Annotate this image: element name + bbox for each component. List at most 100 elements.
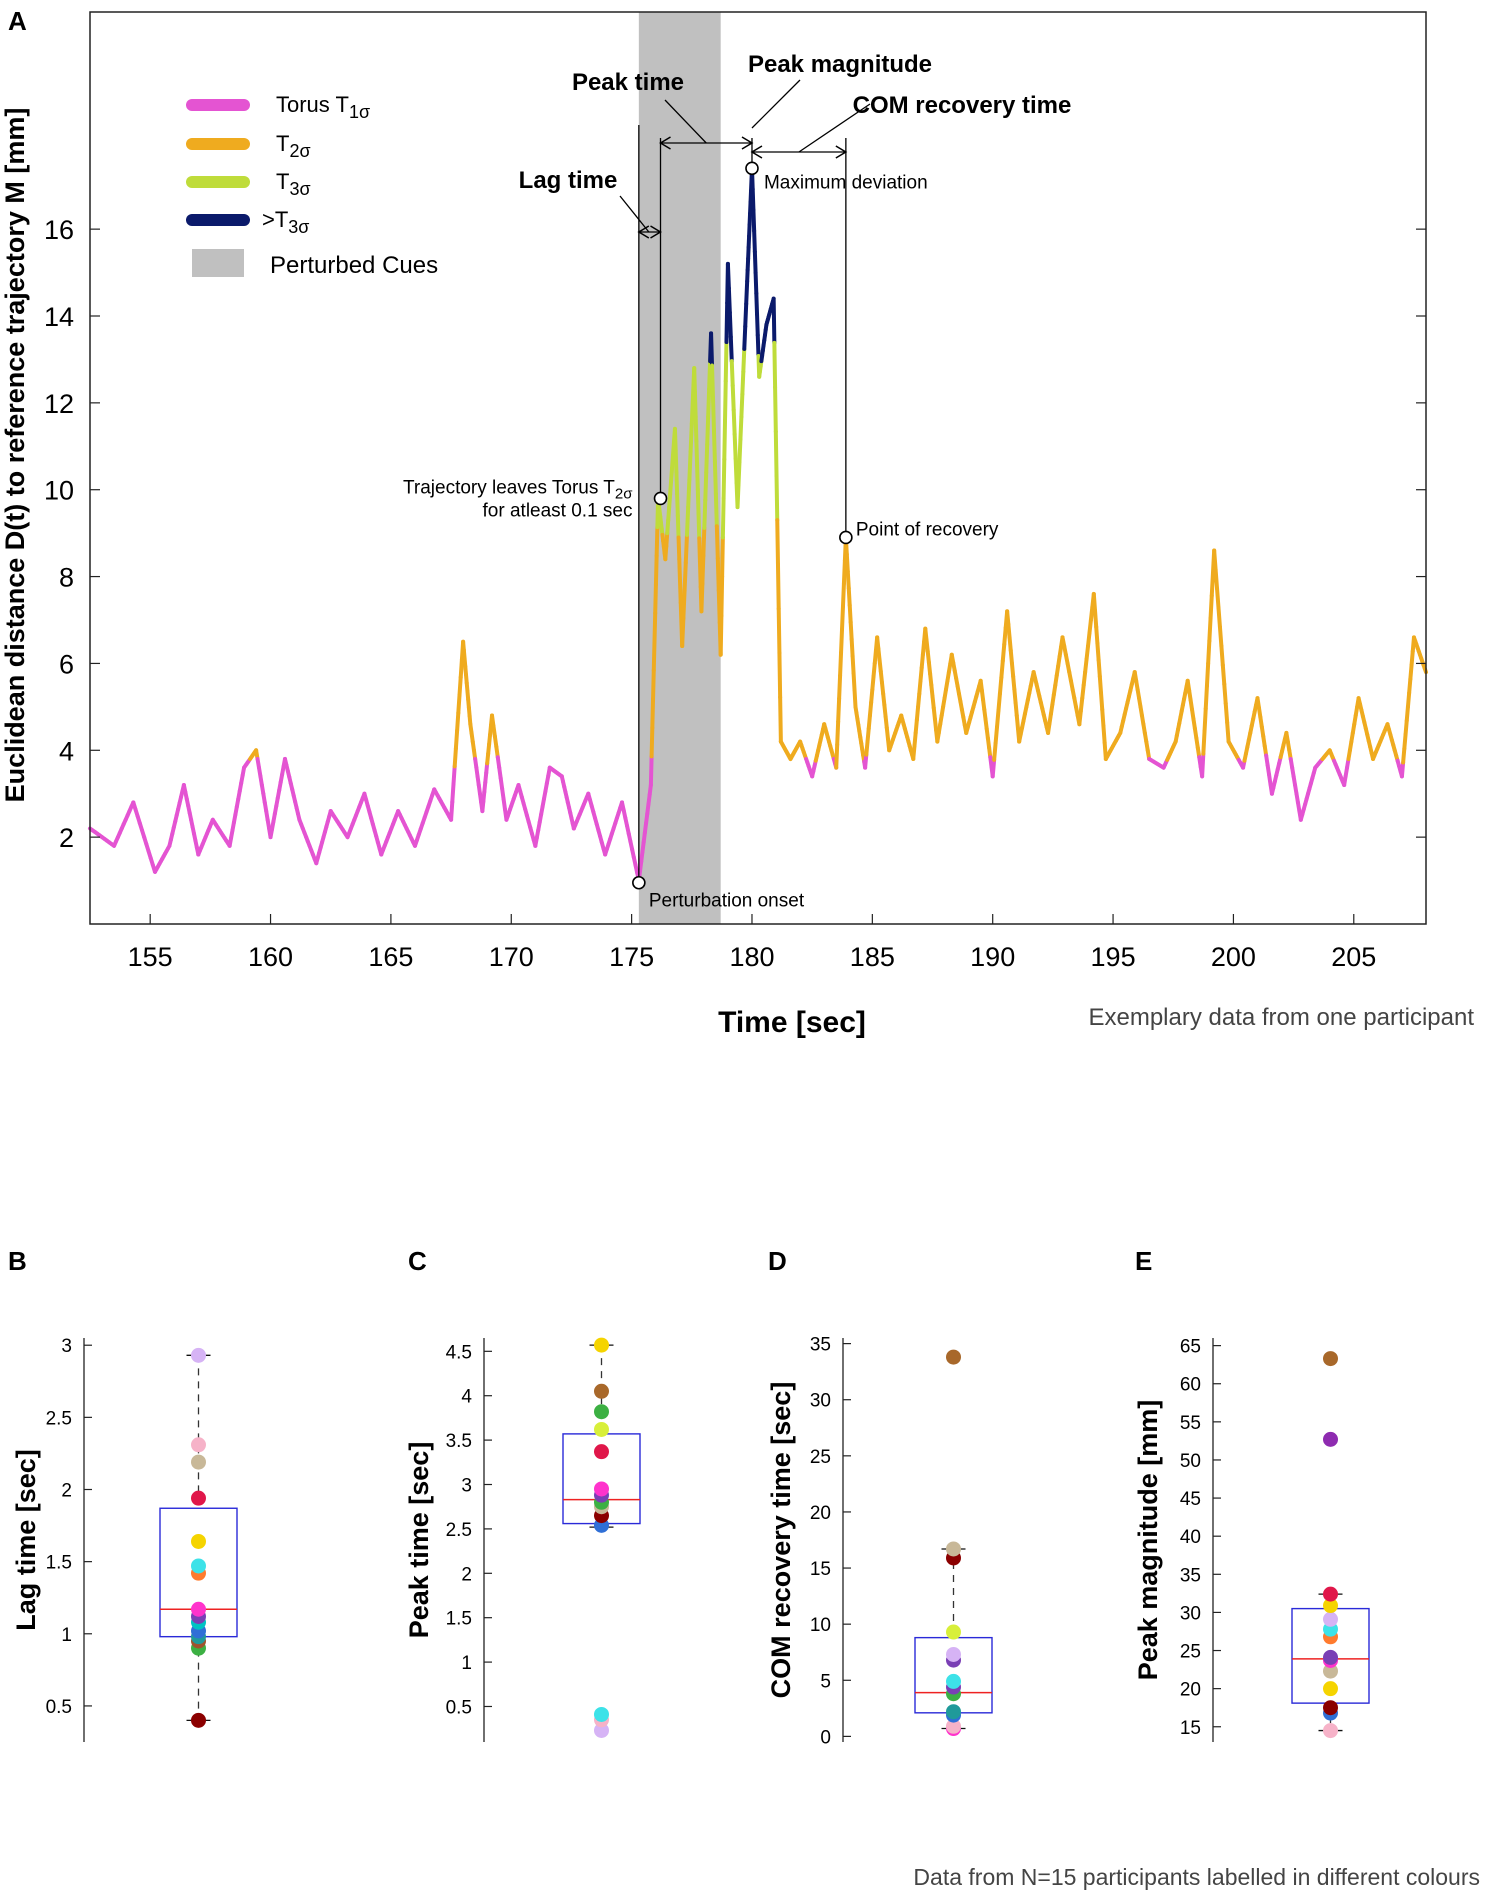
- data-point: [946, 1349, 961, 1365]
- series-segment-t2: [1206, 638, 1212, 666]
- data-point: [1323, 1649, 1338, 1665]
- series-segment-t2: [1009, 661, 1016, 679]
- a-ytick-label: 2: [59, 823, 74, 853]
- series-segment-t3: [774, 473, 780, 523]
- box-ytick-label: 1: [461, 1653, 472, 1674]
- series-segment-t4: [709, 331, 715, 368]
- series-segment-t3: [735, 482, 741, 510]
- a-xtick-label: 205: [1331, 942, 1376, 972]
- series-segment-t2: [1207, 616, 1213, 643]
- series-segment-t2: [847, 603, 853, 625]
- series-segment-t3: [711, 427, 717, 464]
- data-point: [594, 1421, 609, 1437]
- series-segment-t2: [1095, 641, 1101, 662]
- series-segment-t2: [1094, 624, 1100, 646]
- series-segment-t2: [872, 648, 878, 666]
- series-segment-t2: [1006, 622, 1012, 640]
- data-point: [946, 1704, 961, 1720]
- panel-letter-d: D: [768, 1246, 787, 1276]
- a-xtick-group: 155 160 165 170 175 180 185 190 195 200 205: [128, 914, 1376, 972]
- box-ytick-label: 40: [1180, 1527, 1201, 1548]
- marker-circle: [653, 491, 668, 506]
- box-ytick-label: 2.5: [46, 1408, 72, 1429]
- series-segment-t2: [993, 724, 1000, 746]
- series-segment-t2: [916, 691, 922, 709]
- series-segment-t4: [755, 333, 761, 358]
- arrowhead-left: [637, 225, 650, 239]
- leader-peak-mag: [751, 79, 801, 129]
- series-segment-t2: [1401, 746, 1407, 765]
- series-segment-t3: [713, 492, 719, 529]
- series-segment-t2: [841, 558, 847, 586]
- series-segment-t2: [651, 639, 657, 673]
- panel-e-chart: 15 20 25 30 35 40 45 50 55 60 65 Peak magnitude [mm…: [1133, 1337, 1370, 1742]
- series-segment-t2: [653, 582, 658, 616]
- box-ytick-label: 2: [461, 1564, 472, 1585]
- a-ytick-label: 14: [44, 302, 74, 332]
- a-xtick-label: 200: [1211, 942, 1256, 972]
- series-segment-t3: [733, 456, 739, 485]
- series-segment-t2: [866, 713, 872, 731]
- series-segment-t2: [701, 525, 707, 558]
- series-segment-t2: [835, 719, 841, 747]
- series-segment-t2: [1203, 684, 1209, 711]
- series-segment-t4: [724, 300, 730, 345]
- a-ytick-label: 4: [59, 736, 74, 766]
- series-segment-t2: [919, 652, 925, 670]
- data-point: [1323, 1586, 1338, 1602]
- series-segment-t3: [710, 363, 715, 400]
- series-segment-t4: [728, 334, 734, 364]
- series-segment-t2: [999, 658, 1005, 680]
- series-segment-t2: [1208, 593, 1214, 621]
- series-segment-t2: [920, 639, 927, 657]
- series-segment-t2: [1097, 674, 1104, 695]
- box-ytick-label: 1.5: [46, 1553, 72, 1574]
- series-segment-t3: [674, 470, 680, 497]
- series-segment-t4: [753, 270, 759, 296]
- series-segment-t2: [912, 730, 918, 748]
- series-segment-t2: [837, 673, 843, 701]
- data-point: [191, 1437, 206, 1453]
- series-segment-t3: [695, 463, 700, 492]
- series-segment-t2: [996, 691, 1002, 713]
- series-segment-t3: [672, 426, 678, 453]
- box-ytick-label: 55: [1180, 1413, 1201, 1434]
- data-point: [946, 1673, 961, 1689]
- series-segment-t2: [775, 562, 781, 611]
- box-ytick-label: 25: [1180, 1642, 1201, 1663]
- series-segment-t2: [1209, 571, 1215, 598]
- series-segment-t2: [677, 557, 683, 583]
- series-segment-t3: [722, 418, 728, 462]
- panel-letter-a: A: [8, 6, 27, 36]
- series-segment-t2: [871, 661, 877, 679]
- series-segment-t2: [680, 616, 686, 649]
- panel-letter-b: B: [8, 1246, 27, 1276]
- series-segment-t2: [851, 670, 857, 692]
- series-segment-t1: [1399, 760, 1406, 779]
- data-point: [946, 1718, 961, 1734]
- series-segment-t4: [755, 312, 760, 338]
- box-ytick-label: 4.5: [446, 1342, 472, 1363]
- marker-circle: [839, 530, 853, 545]
- label-lag-time: Lag time: [519, 167, 618, 194]
- data-point: [594, 1404, 609, 1420]
- series-segment-t4: [751, 208, 757, 233]
- series-segment-t2: [836, 696, 842, 724]
- series-segment-t2: [846, 586, 852, 608]
- series-segment-t2: [1086, 631, 1092, 649]
- a-xtick-label: 190: [970, 942, 1015, 972]
- series-segment-t2: [699, 581, 705, 614]
- arrowhead-right: [650, 225, 662, 239]
- leader-peak-time: [664, 99, 707, 144]
- arrowhead-right: [835, 145, 848, 159]
- series-segment-t4: [744, 279, 750, 306]
- series-segment-t2: [683, 532, 689, 565]
- data-point: [191, 1558, 206, 1574]
- box-ytick-label: 5: [820, 1671, 831, 1692]
- a-xlabel: Time [sec]: [718, 1006, 866, 1039]
- series-segment-t4: [771, 296, 777, 345]
- data-point: [191, 1601, 206, 1617]
- series-segment-t2: [997, 675, 1004, 696]
- series-segment-t2: [1220, 663, 1227, 687]
- arrowhead-left: [659, 136, 671, 150]
